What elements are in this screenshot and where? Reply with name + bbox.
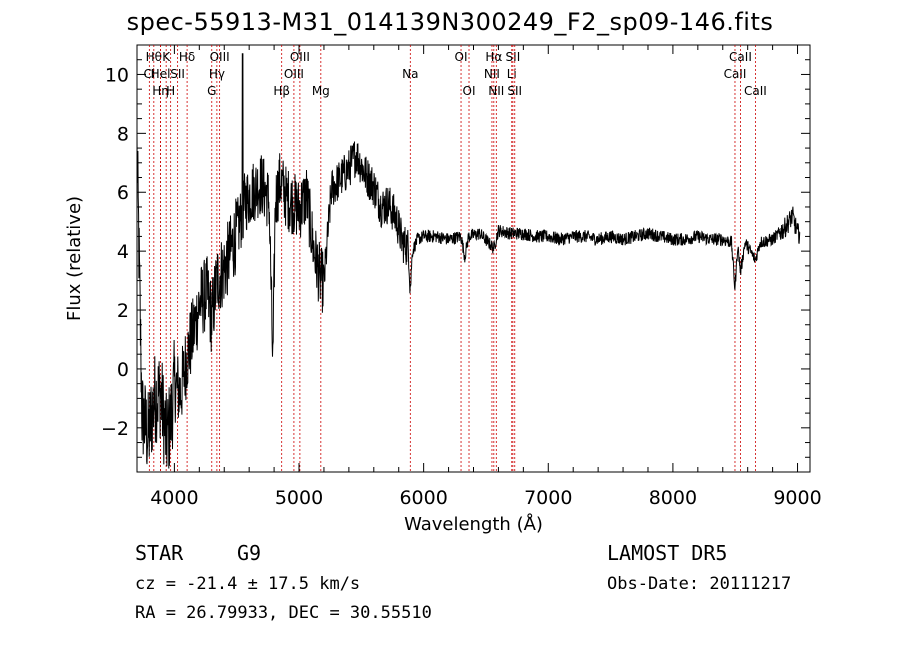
line-marker-label: SII xyxy=(170,67,185,81)
y-tick-label: 10 xyxy=(105,64,129,86)
line-marker-label: OIII xyxy=(210,50,230,64)
x-tick-label: 6000 xyxy=(399,487,447,509)
plot-frame xyxy=(136,44,811,473)
line-marker-label: CaII xyxy=(729,50,752,64)
x-tick-label: 9000 xyxy=(773,487,821,509)
survey-label: LAMOST DR5 xyxy=(607,541,728,565)
line-marker-label: OI xyxy=(463,84,476,98)
y-tick-label: 6 xyxy=(117,182,129,204)
line-marker-label: NII xyxy=(484,67,500,81)
line-marker-label: G xyxy=(207,84,216,98)
redshift-label: cz = -21.4 ± 17.5 km/s xyxy=(135,574,361,594)
line-marker-label: Hδ xyxy=(179,50,195,64)
object-subclass: G9 xyxy=(237,541,262,565)
line-marker-label: CaII xyxy=(724,67,747,81)
line-marker-label: Li xyxy=(507,67,517,81)
line-marker-label: OIII xyxy=(284,67,304,81)
y-tick-label: 0 xyxy=(117,359,129,381)
chart-title: spec-55913-M31_014139N300249_F2_sp09-146… xyxy=(126,8,774,36)
y-tick-label: 4 xyxy=(117,241,129,263)
x-tick-label: 4000 xyxy=(150,487,198,509)
line-marker-label: CaII xyxy=(744,84,767,98)
line-marker-label: Hβ xyxy=(273,84,290,98)
line-marker-label: Cl xyxy=(143,67,155,81)
line-marker-label: Hθ xyxy=(146,50,162,64)
spectrum-line xyxy=(136,53,801,469)
line-marker-label: K xyxy=(162,50,171,64)
y-tick-label: 8 xyxy=(117,123,129,145)
line-marker-label: OI xyxy=(455,50,468,64)
obs-date-label: Obs-Date: 20111217 xyxy=(607,574,792,594)
y-axis-label: Flux (relative) xyxy=(64,196,85,321)
y-tick-label: −2 xyxy=(101,418,129,440)
x-tick-label: 7000 xyxy=(524,487,572,509)
line-marker-label: Hel xyxy=(151,67,171,81)
line-marker-label: Hα xyxy=(485,50,502,64)
object-class: STAR xyxy=(135,541,184,565)
line-marker-label: H xyxy=(166,84,175,98)
coordinates-label: RA = 26.79933, DEC = 30.55510 xyxy=(135,603,432,623)
x-axis-label: Wavelength (Å) xyxy=(404,513,543,535)
line-marker-label: Na xyxy=(402,67,418,81)
line-marker-label: Hγ xyxy=(209,67,225,81)
line-marker-label: OIII xyxy=(290,50,310,64)
line-marker-label: NII xyxy=(488,84,504,98)
line-marker-label: Mg xyxy=(312,84,330,98)
x-tick-label: 8000 xyxy=(649,487,697,509)
y-tick-label: 2 xyxy=(117,300,129,322)
x-tick-label: 5000 xyxy=(275,487,323,509)
line-marker-label: SII xyxy=(506,50,521,64)
line-marker-label: SII xyxy=(507,84,522,98)
